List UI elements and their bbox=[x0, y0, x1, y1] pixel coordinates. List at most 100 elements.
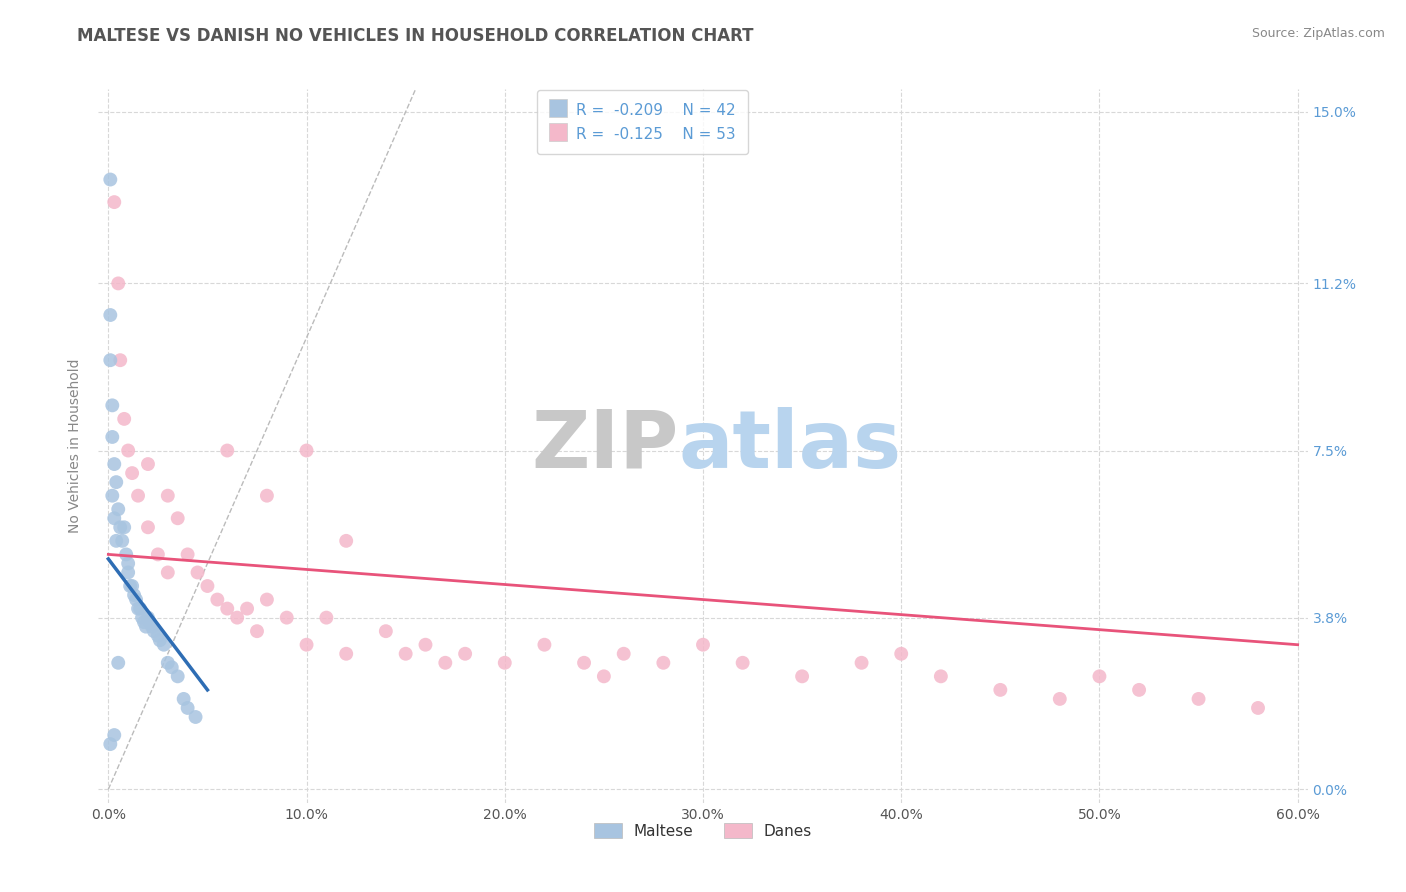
Point bbox=[129, 601, 152, 615]
Point bbox=[125, 592, 148, 607]
Point bbox=[226, 610, 249, 624]
Point bbox=[295, 638, 318, 652]
Point bbox=[105, 533, 128, 548]
Point bbox=[105, 475, 128, 490]
Point bbox=[186, 566, 208, 580]
Point bbox=[217, 443, 239, 458]
Point bbox=[107, 277, 129, 291]
Point bbox=[295, 443, 318, 458]
Point bbox=[1247, 701, 1270, 715]
Point bbox=[790, 669, 813, 683]
Point bbox=[184, 710, 207, 724]
Point bbox=[593, 669, 616, 683]
Point bbox=[572, 656, 595, 670]
Point bbox=[110, 353, 132, 368]
Point bbox=[136, 457, 159, 471]
Point bbox=[335, 647, 357, 661]
Y-axis label: No Vehicles in Household: No Vehicles in Household bbox=[69, 359, 83, 533]
Point bbox=[374, 624, 396, 639]
Point bbox=[117, 443, 139, 458]
Point bbox=[98, 308, 121, 322]
Point bbox=[494, 656, 516, 670]
Point bbox=[454, 647, 477, 661]
Point bbox=[101, 398, 124, 412]
Point bbox=[156, 489, 179, 503]
Point bbox=[652, 656, 675, 670]
Point bbox=[434, 656, 457, 670]
Point bbox=[160, 660, 183, 674]
Point bbox=[122, 588, 145, 602]
Point bbox=[166, 511, 188, 525]
Point bbox=[135, 620, 157, 634]
Point bbox=[127, 601, 149, 615]
Point bbox=[117, 566, 139, 580]
Point bbox=[173, 692, 195, 706]
Point bbox=[929, 669, 952, 683]
Point bbox=[890, 647, 912, 661]
Point bbox=[153, 638, 176, 652]
Point bbox=[176, 548, 198, 562]
Point bbox=[112, 412, 135, 426]
Point bbox=[121, 579, 143, 593]
Point bbox=[256, 592, 278, 607]
Point bbox=[136, 610, 159, 624]
Point bbox=[256, 489, 278, 503]
Point bbox=[107, 656, 129, 670]
Text: ZIP: ZIP bbox=[531, 407, 679, 485]
Point bbox=[851, 656, 873, 670]
Point bbox=[139, 615, 162, 629]
Point bbox=[103, 511, 125, 525]
Point bbox=[1187, 692, 1209, 706]
Legend: R =  -0.209    N = 42, R =  -0.125    N = 53: R = -0.209 N = 42, R = -0.125 N = 53 bbox=[537, 90, 748, 153]
Point bbox=[415, 638, 437, 652]
Point bbox=[1128, 682, 1150, 697]
Point bbox=[335, 533, 357, 548]
Point bbox=[117, 557, 139, 571]
Point bbox=[236, 601, 259, 615]
Point bbox=[111, 533, 134, 548]
Point bbox=[132, 615, 155, 629]
Point bbox=[246, 624, 269, 639]
Point bbox=[120, 579, 142, 593]
Point bbox=[207, 592, 229, 607]
Point bbox=[533, 638, 555, 652]
Point bbox=[101, 430, 124, 444]
Text: Source: ZipAtlas.com: Source: ZipAtlas.com bbox=[1251, 27, 1385, 40]
Point bbox=[276, 610, 298, 624]
Text: atlas: atlas bbox=[679, 407, 901, 485]
Point bbox=[115, 548, 138, 562]
Point bbox=[156, 566, 179, 580]
Point bbox=[315, 610, 337, 624]
Point bbox=[149, 633, 172, 648]
Point bbox=[988, 682, 1011, 697]
Point bbox=[142, 624, 165, 639]
Point bbox=[217, 601, 239, 615]
Point bbox=[121, 466, 143, 480]
Point bbox=[731, 656, 754, 670]
Point bbox=[613, 647, 636, 661]
Point bbox=[141, 620, 163, 634]
Point bbox=[101, 489, 124, 503]
Point bbox=[692, 638, 714, 652]
Point bbox=[127, 489, 149, 503]
Point bbox=[103, 728, 125, 742]
Point bbox=[110, 520, 132, 534]
Point bbox=[146, 629, 169, 643]
Point bbox=[1049, 692, 1071, 706]
Point bbox=[166, 669, 188, 683]
Point bbox=[98, 353, 121, 368]
Point bbox=[1088, 669, 1111, 683]
Point bbox=[103, 195, 125, 210]
Point bbox=[146, 548, 169, 562]
Point bbox=[395, 647, 418, 661]
Point bbox=[112, 520, 135, 534]
Point bbox=[98, 737, 121, 751]
Point bbox=[176, 701, 198, 715]
Point bbox=[98, 172, 121, 186]
Point bbox=[156, 656, 179, 670]
Point bbox=[107, 502, 129, 516]
Text: MALTESE VS DANISH NO VEHICLES IN HOUSEHOLD CORRELATION CHART: MALTESE VS DANISH NO VEHICLES IN HOUSEHO… bbox=[77, 27, 754, 45]
Point bbox=[131, 610, 153, 624]
Point bbox=[197, 579, 219, 593]
Point bbox=[136, 520, 159, 534]
